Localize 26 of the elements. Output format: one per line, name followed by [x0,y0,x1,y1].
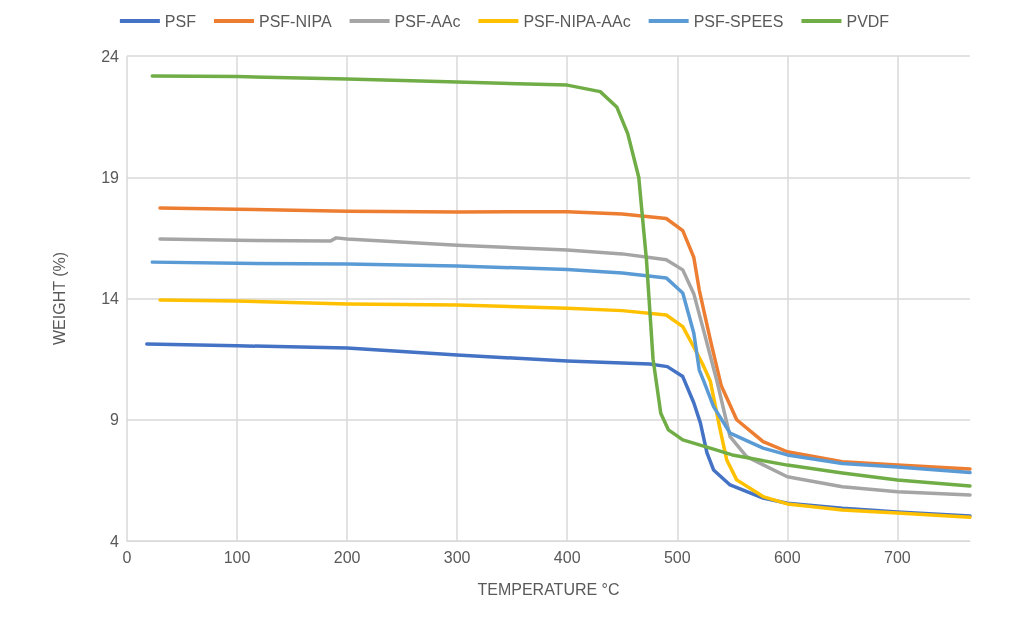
y-tick-label: 4 [110,532,120,550]
legend-label: PSF-SPEES [693,12,784,30]
line-series [158,298,972,519]
x-tick-label: 300 [443,548,471,566]
legend-label: PSF-AAc [394,12,461,30]
legend-label: PSF [164,12,197,30]
y-tick-label: 24 [101,47,120,65]
line-series [150,74,972,488]
x-tick-label: 500 [663,548,691,566]
x-tick-label: 600 [773,548,801,566]
line-series [158,206,972,471]
x-tick-label: 0 [122,548,132,566]
x-tick-label: 400 [553,548,581,566]
line-series [150,260,972,475]
legend-label: PSF-NIPA-AAc [523,12,631,30]
legend-label: PVDF [846,12,890,30]
x-tick-label: 200 [333,548,361,566]
x-axis-title: TEMPERATURE °C [477,580,620,598]
x-tick-label: 700 [884,548,911,566]
x-tick-label: 100 [223,548,251,566]
legend-label: PSF-NIPA [258,12,332,30]
y-tick-label: 19 [101,168,120,186]
y-tick-label: 14 [101,290,120,307]
y-tick-label: 9 [110,411,120,429]
y-axis-title: WEIGHT (%) [50,251,68,346]
line-series [158,236,972,497]
